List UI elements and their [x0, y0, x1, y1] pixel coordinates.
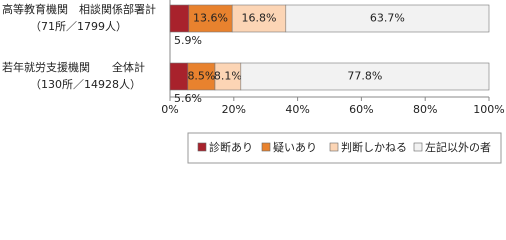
- legend-box: [187, 132, 502, 164]
- x-tick-label: 100%: [473, 103, 504, 116]
- legend-swatch: [261, 142, 271, 152]
- x-tick-label: 20%: [222, 103, 246, 116]
- bar-segment: [187, 62, 216, 91]
- data-label: 8.1%: [214, 70, 242, 83]
- legend-label: 左記以外の者: [425, 140, 491, 154]
- legend-label: 判断しかねる: [341, 140, 407, 154]
- data-label: 5.9%: [174, 34, 202, 47]
- bar-segment: [169, 4, 190, 33]
- legend-label: 疑いあり: [273, 141, 317, 154]
- data-label: 77.8%: [347, 70, 382, 83]
- legend-label: 診断あり: [209, 140, 253, 154]
- legend-swatch: [197, 142, 207, 152]
- bar-segment: [169, 62, 189, 91]
- x-tick-label: 80%: [413, 103, 437, 116]
- data-label: 13.6%: [193, 12, 228, 25]
- data-label: 16.8%: [242, 12, 277, 25]
- category-label: 若年就労支援機関 全体計: [2, 60, 145, 74]
- data-label: 8.5%: [187, 70, 215, 83]
- bar-segment: [240, 62, 490, 91]
- bar-segment: [285, 4, 490, 33]
- legend-swatch: [329, 142, 339, 152]
- x-tick-label: 0%: [161, 103, 178, 116]
- x-tick-label: 60%: [349, 103, 373, 116]
- bar-segment: [188, 4, 233, 33]
- category-label: 高等教育機関 相談関係部署計: [2, 2, 156, 16]
- data-label: 5.6%: [174, 92, 202, 105]
- category-note: （130所／14928人）: [30, 78, 141, 91]
- x-tick-label: 40%: [285, 103, 309, 116]
- chart: 高等教育機関 相談関係部署計 （71所／1799人） 若年就労支援機関 全体計 （13…: [2, 0, 505, 164]
- category-note: （71所／1799人）: [30, 20, 127, 33]
- legend-swatch: [413, 142, 423, 152]
- data-label: 63.7%: [370, 12, 405, 25]
